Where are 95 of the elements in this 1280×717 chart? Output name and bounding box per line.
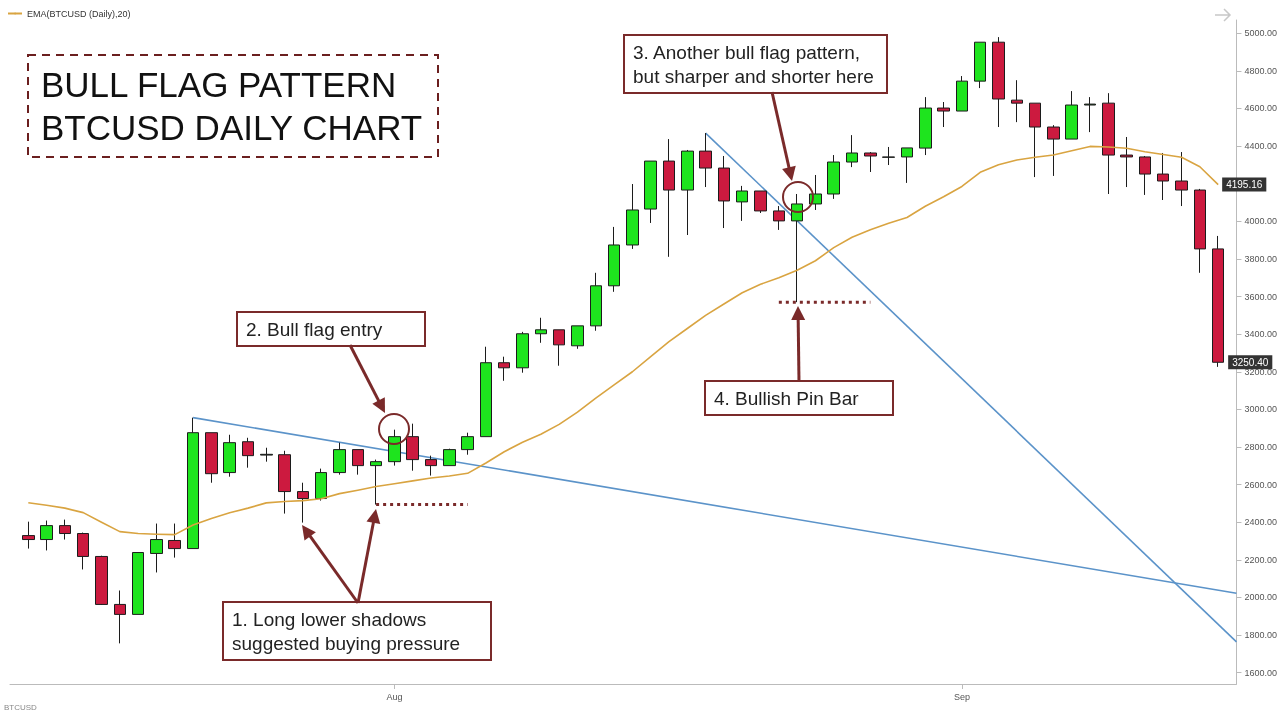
- candlestick: [205, 432, 218, 484]
- candlestick: [718, 155, 730, 229]
- candlestick: [901, 147, 913, 184]
- candlestick: [974, 41, 986, 89]
- candlestick: [1212, 235, 1224, 368]
- x-tick-label: Sep: [953, 691, 970, 702]
- candlestick: [95, 555, 108, 606]
- candlestick: [827, 154, 840, 200]
- y-tick-label: 3400.00: [1244, 329, 1278, 340]
- y-tick-label: 2000.00: [1244, 592, 1278, 603]
- text: BULL FLAG PATTERN: [41, 65, 397, 104]
- candlestick: [1011, 79, 1023, 123]
- y-tick-label: 3200.00: [1244, 366, 1278, 377]
- candlestick: [425, 455, 437, 477]
- annotation: 1. Long lower shadows suggested buying pressure: [232, 608, 461, 654]
- candlestick: [754, 190, 767, 214]
- candlestick: [956, 75, 968, 112]
- text: BTCUSD: [4, 702, 38, 712]
- y-tick-label: 4600.00: [1244, 103, 1278, 114]
- candlestick: [1194, 188, 1206, 274]
- y-tick-label: 1600.00: [1244, 667, 1278, 678]
- y-tick-label: 2400.00: [1244, 517, 1278, 528]
- candlestick: [297, 482, 309, 524]
- candlestick: [535, 317, 547, 344]
- candlestick: [773, 205, 785, 231]
- legend-label: EMA(BTCUSD (Daily),20): [27, 8, 131, 19]
- candlestick: [864, 151, 877, 173]
- candlestick: [937, 101, 950, 128]
- text: 3250.40: [1232, 356, 1269, 368]
- y-tick-label: 2200.00: [1244, 554, 1278, 565]
- candlestick: [260, 447, 273, 463]
- candlestick: [333, 442, 346, 476]
- candlestick: [1065, 90, 1078, 140]
- candlestick: [663, 138, 675, 258]
- candlestick: [1029, 102, 1041, 178]
- candlestick: [1084, 96, 1096, 133]
- candlestick: [791, 193, 803, 303]
- candlestick: [388, 429, 401, 467]
- candlestick: [187, 417, 199, 550]
- y-tick-label: 4400.00: [1244, 141, 1278, 152]
- candlestick: [882, 146, 895, 166]
- y-tick-label: 3000.00: [1244, 404, 1278, 415]
- candlestick: [516, 331, 529, 374]
- candlestick: [992, 36, 1005, 128]
- candlestick: [461, 432, 474, 456]
- candlestick: [278, 450, 291, 515]
- candlestick: [77, 532, 89, 570]
- candlestick: [1047, 124, 1060, 177]
- candlestick: [681, 149, 694, 236]
- y-tick-label: 3800.00: [1244, 253, 1278, 264]
- y-tick-label: 2600.00: [1244, 479, 1278, 490]
- text: BTCUSD DAILY CHART: [41, 108, 423, 147]
- y-tick-label: 5000.00: [1244, 28, 1278, 39]
- candlestick: [571, 325, 584, 350]
- candlestick: [406, 423, 419, 472]
- candlestick: [40, 520, 53, 551]
- candlestick: [736, 185, 748, 222]
- candlestick: [22, 521, 35, 550]
- line-series: [27, 145, 1219, 536]
- annotation: 2. Bull flag entry: [246, 318, 383, 340]
- x-tick-label: Aug: [386, 691, 403, 702]
- candlestick: [846, 134, 858, 168]
- candlestick: [919, 96, 932, 156]
- candlestick: [59, 519, 71, 541]
- candlestick: [498, 356, 510, 382]
- candlestick: [370, 459, 382, 506]
- candlestick: [608, 226, 620, 293]
- data-label: 4195.16: [1226, 179, 1263, 191]
- y-tick-label: 1800.00: [1244, 630, 1278, 641]
- candlestick: [315, 468, 327, 502]
- y-tick-label: 3600.00: [1244, 291, 1278, 302]
- candlestick: [150, 523, 163, 573]
- candlestick: [644, 160, 657, 224]
- candlestick: [480, 346, 492, 438]
- y-tick-label: 2800.00: [1244, 441, 1278, 452]
- candlestick: [132, 552, 144, 615]
- y-tick-label: 4000.00: [1244, 216, 1278, 227]
- candlestick: [699, 132, 712, 188]
- candlestick: [1175, 151, 1188, 207]
- candlestick: [223, 434, 236, 478]
- candlestick: [1120, 136, 1133, 188]
- candlestick: [626, 183, 639, 250]
- candlestick: [590, 272, 602, 332]
- candlestick: [1139, 155, 1151, 196]
- annotation: 3. Another bull flag pattern, but sharper and shorter here: [633, 41, 874, 87]
- candlestick: [242, 437, 254, 469]
- candlestick: [114, 590, 126, 644]
- candlestick: [1157, 152, 1169, 201]
- candlestick: [443, 448, 456, 467]
- candlestick: [553, 329, 565, 367]
- y-tick-label: 4800.00: [1244, 65, 1278, 76]
- annotation: 4. Bullish Pin Bar: [714, 387, 860, 409]
- candlestick: [352, 449, 364, 476]
- candlestick: [1102, 92, 1115, 195]
- candlestick: [168, 523, 181, 559]
